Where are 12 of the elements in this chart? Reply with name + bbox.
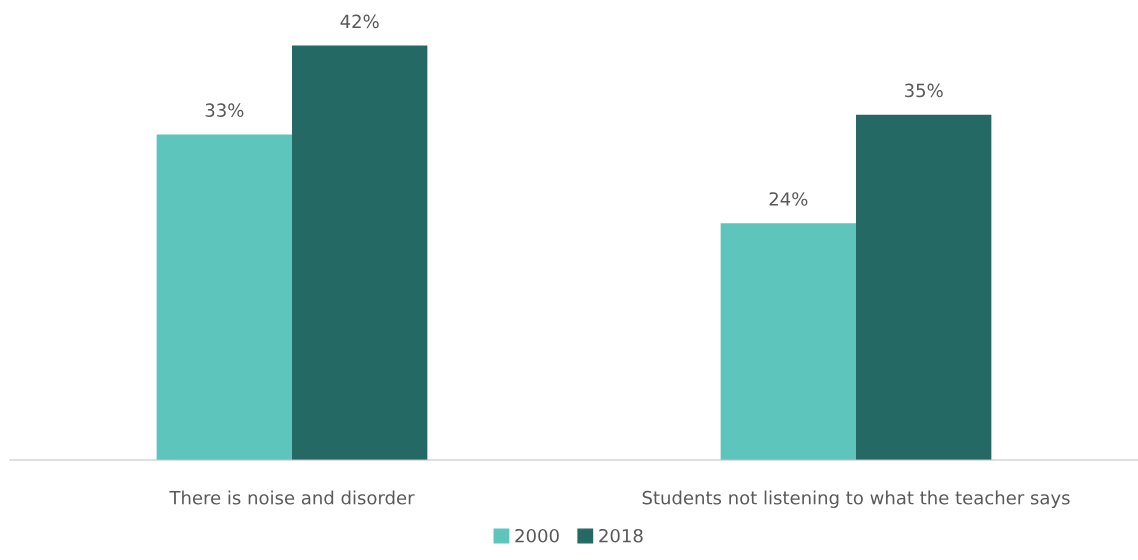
x-tick-label: There is noise and disorder [169, 490, 415, 505]
data-label: 24% [769, 192, 808, 206]
bar [292, 45, 428, 460]
bar [156, 134, 292, 460]
bar [856, 114, 992, 460]
bar [720, 223, 856, 460]
x-tick-label: Students not listening to what the teacher says [642, 490, 1070, 509]
data-label: 42% [340, 14, 379, 29]
legend-label: 2000 [515, 528, 559, 543]
data-label: 33% [205, 103, 244, 117]
data-label: 35% [904, 83, 943, 98]
legend-label: 2018 [599, 528, 643, 543]
